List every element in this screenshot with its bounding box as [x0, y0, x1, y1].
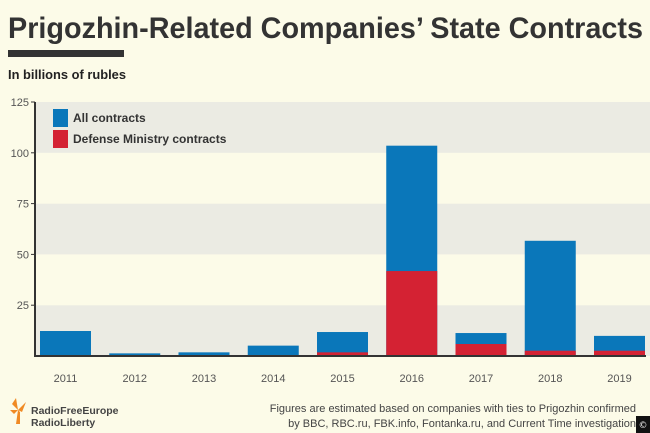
bar-defense-ministry	[524, 350, 576, 356]
bar-all-contracts	[317, 332, 368, 356]
logo-line2: RadioLiberty	[31, 417, 95, 429]
legend-swatch-defense	[53, 130, 68, 148]
bar-defense-ministry	[386, 271, 438, 356]
bar-all-contracts	[247, 345, 299, 356]
chart-title: Prigozhin-Related Companies’ State Contr…	[8, 12, 643, 45]
logo-flame-icon	[10, 398, 26, 424]
legend-label-all: All contracts	[73, 111, 146, 125]
y-axis-ticks: 25 50 75 100 125	[11, 97, 35, 312]
source-note-line2: by BBC, RBC.ru, FBK.info, Fontanka.ru, a…	[288, 418, 636, 430]
bar-all-contracts	[524, 240, 576, 356]
copyright-badge	[636, 416, 650, 433]
bar-defense-ministry	[317, 352, 368, 356]
x-axis-ticks: 2011 2012 2013 2014 2015 2016 2017 2018 2019	[54, 373, 632, 385]
logo-line1: RadioFreeEurope	[31, 405, 119, 417]
y-tick-label: 100	[11, 148, 29, 160]
x-tick-label: 2015	[330, 373, 354, 385]
y-tick-label: 75	[17, 199, 29, 211]
bar-defense-ministry	[455, 344, 507, 356]
copyright-icon: ©	[639, 421, 648, 431]
y-tick-label: 25	[17, 300, 29, 312]
bar-defense-ministry	[594, 350, 645, 356]
x-tick-label: 2016	[400, 373, 424, 385]
grid-band	[36, 102, 650, 153]
legend-swatch-all	[53, 109, 68, 127]
chart-subtitle: In billions of rubles	[8, 67, 126, 82]
x-tick-label: 2014	[261, 373, 285, 385]
bars	[40, 145, 645, 356]
x-tick-label: 2019	[607, 373, 631, 385]
x-tick-label: 2013	[192, 373, 216, 385]
legend: All contracts Defense Ministry contracts	[53, 109, 227, 148]
source-note-line1: Figures are estimated based on companies…	[270, 403, 636, 415]
y-tick-label: 50	[17, 249, 29, 261]
title-underline	[8, 50, 124, 57]
legend-label-defense: Defense Ministry contracts	[73, 132, 227, 146]
bar-all-contracts	[109, 353, 161, 356]
rferl-logo: RadioFreeEurope RadioLiberty	[10, 398, 119, 429]
x-tick-label: 2012	[123, 373, 147, 385]
y-tick-label: 125	[11, 97, 29, 109]
bar-all-contracts	[178, 352, 230, 356]
x-tick-label: 2018	[538, 373, 562, 385]
x-tick-label: 2011	[54, 373, 78, 385]
bar-all-contracts	[40, 331, 91, 356]
grid-band	[36, 152, 650, 204]
x-tick-label: 2017	[469, 373, 493, 385]
